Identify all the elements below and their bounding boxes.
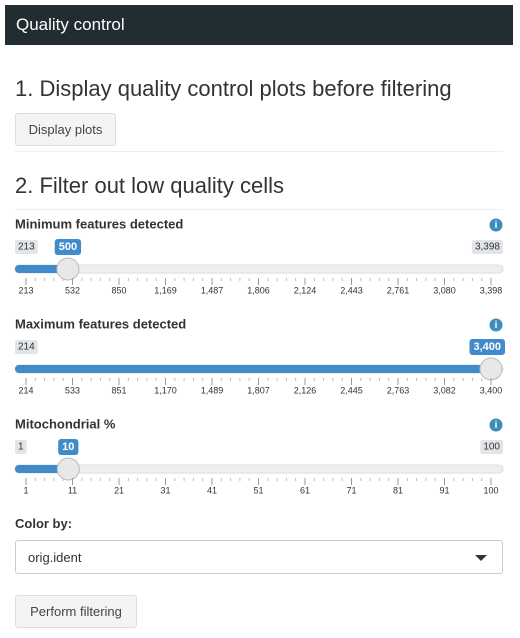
info-glyph: i (495, 220, 498, 231)
slider-bar (15, 465, 69, 473)
max-label: 100 (483, 442, 500, 453)
tick-label: 41 (207, 485, 217, 495)
caret (475, 555, 487, 561)
max-label-box (480, 440, 503, 454)
min-label: 213 (18, 242, 35, 253)
tick-label: 213 (18, 285, 33, 295)
slider-handle (56, 457, 80, 481)
info-icon (489, 218, 503, 232)
value-label: 10 (62, 441, 74, 453)
tick-label: 61 (300, 485, 310, 495)
tick-label: 214 (18, 385, 33, 395)
slider-label: Maximum features detected (15, 316, 186, 331)
slider[interactable]: Maximum features detected i 214 3,400 214 533… (0, 315, 520, 397)
tick-label: 532 (65, 285, 80, 295)
slider-handle (479, 357, 503, 381)
tick-label: 3,082 (433, 385, 456, 395)
info-icon (489, 318, 503, 332)
tick-label: 1,170 (154, 385, 177, 395)
tick-label: 1,807 (247, 385, 270, 395)
tick-label: 1,487 (201, 285, 224, 295)
divider (15, 209, 503, 210)
slider-bar (15, 365, 491, 373)
tick-label: 2,763 (387, 385, 410, 395)
display-plots-button[interactable]: Display plots (15, 113, 116, 146)
tick-label: 2,445 (340, 385, 363, 395)
tick-label: 533 (65, 385, 80, 395)
slider-handle (56, 257, 80, 281)
header-title: Quality control (16, 15, 125, 34)
color-by-select[interactable]: orig.ident (15, 540, 503, 574)
tick-label: 1,169 (154, 285, 177, 295)
slider-label: Minimum features detected (15, 216, 183, 231)
value-label-box (54, 239, 82, 255)
divider (15, 151, 503, 152)
slider-track (14, 464, 504, 474)
tick-label: 71 (346, 485, 356, 495)
info-icon (489, 418, 503, 432)
tick-label: 2,761 (387, 285, 410, 295)
tick-label: 1,489 (201, 385, 224, 395)
tick-label: 21 (114, 485, 124, 495)
value-label: 500 (59, 241, 77, 253)
tick-label: 2,124 (294, 285, 317, 295)
tick-label: 91 (439, 485, 449, 495)
min-label: 214 (18, 342, 35, 353)
tick-label: 31 (160, 485, 170, 495)
tick-label: 3,080 (433, 285, 456, 295)
slider-label: Mitochondrial % (15, 416, 116, 431)
min-label: 1 (18, 442, 24, 453)
selected-option: orig.ident (28, 550, 82, 565)
value-label: 3,400 (473, 341, 501, 353)
perform-filtering-button[interactable]: Perform filtering (15, 595, 137, 628)
tick-label: 1 (23, 485, 28, 495)
tick-label: 850 (111, 285, 126, 295)
tick-label: 851 (111, 385, 126, 395)
min-label-box (15, 340, 38, 354)
info-glyph: i (495, 320, 498, 331)
slider-track (14, 264, 504, 274)
tick-label: 3,398 (480, 285, 503, 295)
color-by-label: Color by: (15, 516, 73, 531)
tick-label: 1,806 (247, 285, 270, 295)
tick-label: 11 (68, 485, 77, 495)
max-label-box (471, 240, 503, 254)
tick-label: 2,443 (340, 285, 363, 295)
min-label-box (15, 240, 38, 254)
section-heading: 2. Filter out low quality cells (15, 173, 284, 198)
section-heading: 1. Display quality control plots before … (15, 76, 452, 101)
tick-label: 2,126 (294, 385, 317, 395)
slider[interactable]: Minimum features detected i 213 3,398 500 213… (0, 215, 520, 297)
tick-label: 51 (253, 485, 263, 495)
max-label: 3,398 (475, 242, 500, 253)
header: Quality control (5, 5, 513, 45)
slider-bar (15, 265, 68, 273)
info-glyph: i (495, 420, 498, 431)
value-label-box (469, 339, 505, 355)
tick-label: 100 (483, 485, 498, 495)
tick-label: 81 (393, 485, 403, 495)
value-label-box (58, 439, 79, 455)
min-label-box (15, 440, 27, 454)
tick-label: 3,400 (480, 385, 503, 395)
